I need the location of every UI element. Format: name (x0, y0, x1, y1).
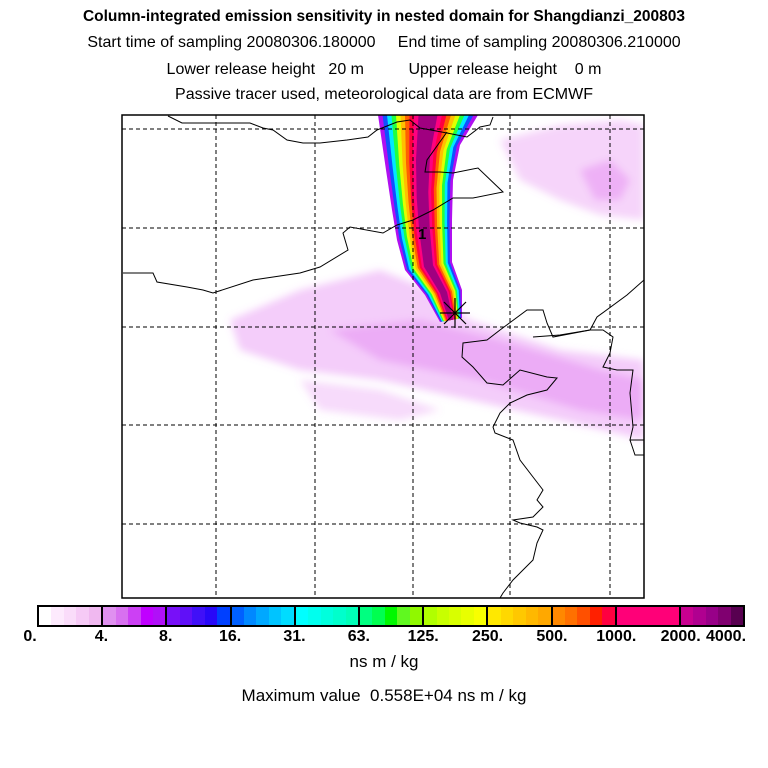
color-swatch (39, 607, 52, 625)
color-swatch (63, 607, 77, 625)
color-swatch (538, 607, 551, 625)
color-swatch (552, 607, 565, 625)
color-scale-segment (231, 607, 296, 625)
color-swatch (449, 607, 462, 625)
color-swatch (436, 607, 449, 625)
plume-band (416, 115, 454, 321)
color-scale-segment (552, 607, 617, 625)
color-scale-tick-label: 4000. (705, 628, 747, 645)
color-scale-tick-label: 16. (218, 628, 242, 645)
color-swatch (589, 607, 603, 625)
color-scale-tick-label: 500. (536, 628, 568, 645)
sampling-time-line: Start time of sampling 20080306.180000 E… (87, 34, 681, 51)
haze-patch (330, 320, 644, 420)
color-scale-segment (103, 607, 168, 625)
color-swatch (577, 607, 590, 625)
color-swatch (473, 607, 487, 625)
color-swatch (192, 607, 205, 625)
color-scale-tick-label: 63. (347, 628, 370, 645)
color-swatch (76, 607, 89, 625)
color-swatch (384, 607, 398, 625)
color-swatch (641, 607, 654, 625)
color-swatch (295, 607, 309, 625)
color-swatch (204, 607, 218, 625)
color-scale-tick-label: 4. (94, 628, 109, 645)
color-scale-segment (359, 607, 425, 625)
release-marker-label: 1 (418, 226, 426, 243)
color-scale-tick-label: 125. (407, 628, 439, 645)
color-swatch (128, 607, 141, 625)
color-swatch (718, 607, 731, 625)
color-swatch (333, 607, 346, 625)
color-scale-segment (616, 607, 681, 625)
haze-patch (500, 120, 644, 220)
color-swatch (308, 607, 321, 625)
color-swatch (693, 607, 706, 625)
color-swatch (256, 607, 269, 625)
tracer-info-line: Passive tracer used, meteorological data… (175, 86, 593, 103)
color-scale-tick-label: 1000. (596, 628, 637, 645)
color-swatch (217, 607, 230, 625)
color-swatch (320, 607, 334, 625)
color-swatch (705, 607, 719, 625)
color-swatch (513, 607, 526, 625)
color-swatch (103, 607, 116, 625)
color-swatch (461, 607, 474, 625)
color-swatch (564, 607, 578, 625)
color-swatch (140, 607, 153, 625)
color-swatch (345, 607, 358, 625)
color-swatch (680, 607, 694, 625)
color-swatch (359, 607, 373, 625)
grid-lines (122, 115, 644, 598)
color-swatch (152, 607, 166, 625)
color-swatch (115, 607, 129, 625)
color-scale-segment (295, 607, 360, 625)
release-height-line: Lower release height 20 m Upper release … (166, 61, 602, 78)
color-swatch (488, 607, 501, 625)
color-swatch (179, 607, 193, 625)
color-swatch (409, 607, 423, 625)
color-swatch (629, 607, 642, 625)
color-scale-segment (39, 607, 104, 625)
color-swatch (730, 607, 744, 625)
haze-patch (580, 160, 630, 200)
color-scale-tick-label: 2000. (660, 628, 701, 645)
color-scale-bar (37, 605, 745, 627)
color-scale-tick-label: 31. (283, 628, 306, 645)
units-label: ns m / kg (349, 652, 419, 671)
color-swatch (51, 607, 64, 625)
color-scale-tick-label: 0. (23, 628, 37, 645)
haze-patch (300, 380, 440, 420)
maximum-value-label: Maximum value 0.558E+04 ns m / kg (241, 686, 527, 705)
color-scale-tick-label: 8. (159, 628, 173, 645)
color-swatch (167, 607, 180, 625)
color-swatch (244, 607, 257, 625)
color-swatch (424, 607, 437, 625)
color-swatch (500, 607, 514, 625)
color-swatch (616, 607, 630, 625)
color-scale-segment (488, 607, 553, 625)
color-scale-tick-label: 250. (471, 628, 504, 645)
color-swatch (654, 607, 667, 625)
color-scale-segment (167, 607, 232, 625)
color-swatch (268, 607, 282, 625)
color-swatch (231, 607, 244, 625)
color-swatch (525, 607, 539, 625)
color-swatch (666, 607, 679, 625)
map-frame (121, 114, 645, 599)
sensitivity-haze (230, 120, 644, 440)
color-swatch (281, 607, 294, 625)
color-swatch (602, 607, 615, 625)
color-swatch (372, 607, 385, 625)
color-scale-segment (424, 607, 489, 625)
coastlines-borders (123, 115, 644, 598)
emission-sensitivity-plume (378, 115, 478, 322)
color-scale-segment (680, 607, 744, 625)
plot-title: Column-integrated emission sensitivity i… (82, 8, 686, 25)
color-swatch (88, 607, 102, 625)
color-swatch (397, 607, 410, 625)
asterisk-star-icon (440, 298, 470, 328)
